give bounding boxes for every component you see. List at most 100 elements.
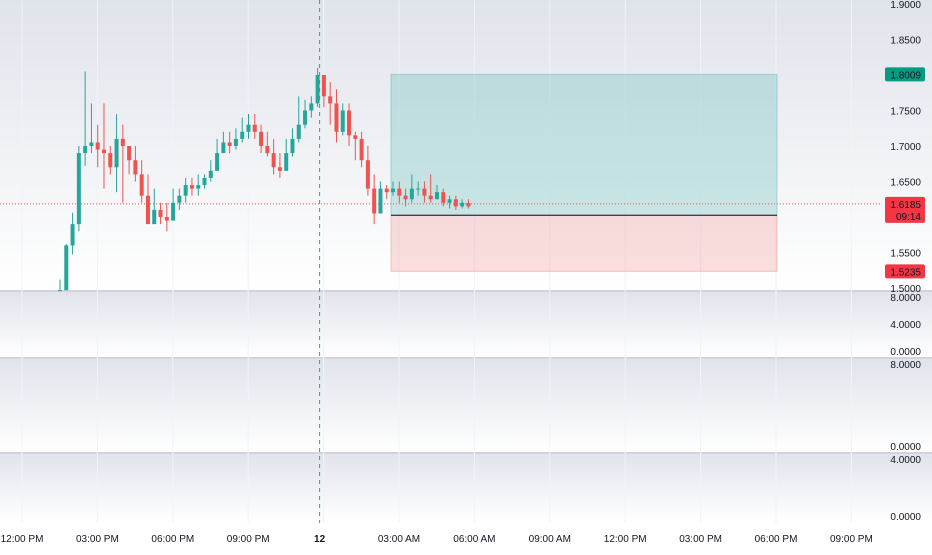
candle-body[interactable] <box>108 153 113 168</box>
candle-body[interactable] <box>296 124 301 139</box>
pane-separator <box>0 452 932 454</box>
candle-body[interactable] <box>466 202 471 207</box>
candle-body[interactable] <box>315 75 320 104</box>
candle-body[interactable] <box>309 103 314 111</box>
candle-body[interactable] <box>139 174 144 196</box>
candle-body[interactable] <box>365 160 370 189</box>
candle-body[interactable] <box>196 185 201 189</box>
candle-body[interactable] <box>347 110 352 136</box>
candle-body[interactable] <box>384 188 389 193</box>
time-tick-label: 09:00 AM <box>529 534 571 545</box>
price-tick-label: 1.7500 <box>890 107 921 118</box>
time-tick-label: 09:00 PM <box>227 534 270 545</box>
time-tick-label: 06:00 AM <box>453 534 495 545</box>
candle-body[interactable] <box>435 192 439 200</box>
time-tick-label: 12 <box>314 534 326 545</box>
candle-body[interactable] <box>340 110 345 132</box>
target-price-badge <box>885 67 925 82</box>
price-tick-label: 1.7000 <box>890 142 921 153</box>
candle-body[interactable] <box>277 167 282 171</box>
candle-body[interactable] <box>422 188 427 196</box>
candle-body[interactable] <box>208 170 213 178</box>
candle-body[interactable] <box>127 146 132 161</box>
price-tick-label: 1.5000 <box>890 284 921 295</box>
indicator-pane-bg-2 <box>0 358 932 452</box>
candle-body[interactable] <box>334 103 339 132</box>
price-tick-label: 1.5500 <box>890 249 921 260</box>
candle-body[interactable] <box>64 245 69 291</box>
indicator-pane-bg-3 <box>0 453 932 522</box>
price-tick-label: 1.8500 <box>890 36 921 47</box>
time-tick-label: 06:00 PM <box>151 534 194 545</box>
candle-body[interactable] <box>428 195 433 200</box>
candle-body[interactable] <box>133 160 138 175</box>
candle-body[interactable] <box>321 75 326 97</box>
pane-separator <box>0 357 932 359</box>
stop-zone[interactable] <box>390 214 778 272</box>
candle-body[interactable] <box>83 146 88 154</box>
candle-body[interactable] <box>202 177 207 186</box>
price-tick-label: 1.9000 <box>890 0 921 11</box>
candle-body[interactable] <box>265 146 270 154</box>
indicator-tick-label: 8.0000 <box>890 293 921 304</box>
candle-body[interactable] <box>171 202 176 221</box>
candle-body[interactable] <box>221 142 226 154</box>
price-pane-bg <box>0 0 932 290</box>
time-tick-label: 09:00 PM <box>830 534 873 545</box>
candle-body[interactable] <box>70 224 75 246</box>
candle-body[interactable] <box>189 185 194 189</box>
candle-body[interactable] <box>252 124 257 132</box>
stop-price-badge <box>885 264 925 279</box>
candle-body[interactable] <box>183 185 188 196</box>
pane-separator <box>0 290 932 292</box>
candle-body[interactable] <box>409 188 414 200</box>
candle-body[interactable] <box>58 290 62 292</box>
candle-body[interactable] <box>215 153 220 171</box>
candle-body[interactable] <box>447 199 452 203</box>
candle-body[interactable] <box>397 188 402 196</box>
candle-body[interactable] <box>391 188 396 193</box>
candle-body[interactable] <box>76 153 81 225</box>
time-tick-label: 12:00 PM <box>1 534 44 545</box>
candle-body[interactable] <box>372 188 377 214</box>
candle-body[interactable] <box>416 188 421 190</box>
candle-body[interactable] <box>246 124 251 132</box>
candle-body[interactable] <box>227 142 232 147</box>
candle-body[interactable] <box>89 142 94 147</box>
candle-body[interactable] <box>453 199 458 207</box>
candle-body[interactable] <box>378 188 383 214</box>
candle-body[interactable] <box>158 209 163 218</box>
indicator-tick-label: 0.0000 <box>890 442 921 453</box>
candle-body[interactable] <box>284 153 289 171</box>
time-tick-label: 12:00 PM <box>604 534 647 545</box>
candle-body[interactable] <box>353 135 358 139</box>
candle-body[interactable] <box>95 142 100 150</box>
time-tick-label: 03:00 AM <box>378 534 420 545</box>
indicator-tick-label: 4.0000 <box>890 320 921 331</box>
candle-body[interactable] <box>460 202 465 207</box>
time-axis-bg <box>0 523 932 550</box>
candle-body[interactable] <box>120 138 125 147</box>
candle-body[interactable] <box>101 149 106 154</box>
candle-body[interactable] <box>290 138 295 154</box>
time-tick-label: 03:00 PM <box>679 534 722 545</box>
candle-body[interactable] <box>441 192 446 203</box>
candle-body[interactable] <box>271 153 276 168</box>
candle-body[interactable] <box>177 195 182 203</box>
candle-body[interactable] <box>240 131 245 139</box>
candle-body[interactable] <box>114 138 119 168</box>
last-price-badge-text: 1.6185 <box>890 200 921 211</box>
candle-body[interactable] <box>328 96 333 104</box>
candle-body[interactable] <box>359 138 364 161</box>
candle-body[interactable] <box>233 138 238 147</box>
target-zone[interactable] <box>390 73 778 216</box>
candle-body[interactable] <box>303 110 308 125</box>
candle-body[interactable] <box>145 195 150 225</box>
candle-body[interactable] <box>403 195 408 200</box>
indicator-tick-label: 0.0000 <box>890 512 921 523</box>
candle-body[interactable] <box>152 209 157 225</box>
candle-body[interactable] <box>164 217 169 221</box>
candle-body[interactable] <box>259 131 264 147</box>
